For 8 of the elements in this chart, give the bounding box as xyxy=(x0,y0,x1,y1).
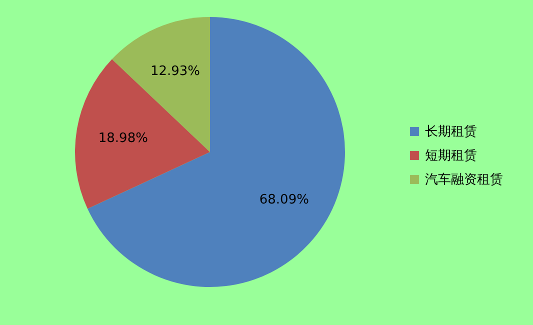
data-label: 18.98% xyxy=(98,130,148,146)
data-label: 12.93% xyxy=(150,64,200,80)
pie-slice xyxy=(75,59,210,209)
data-label: 68.09% xyxy=(259,192,309,208)
legend-label: 短期租赁 xyxy=(425,148,477,164)
pie-slice xyxy=(88,17,345,287)
legend-label: 长期租赁 xyxy=(425,124,477,140)
legend-label: 汽车融资租赁 xyxy=(425,172,503,188)
